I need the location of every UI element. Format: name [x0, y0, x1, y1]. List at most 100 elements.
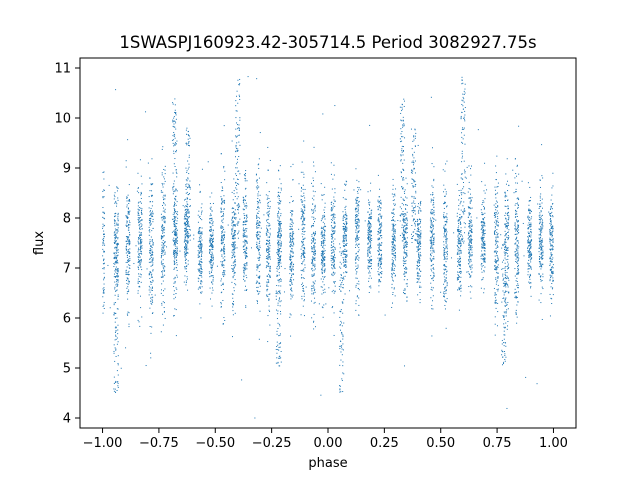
data-point: [185, 284, 187, 286]
data-point: [116, 275, 118, 277]
data-point: [290, 251, 292, 253]
data-point: [102, 240, 104, 242]
data-point: [459, 231, 461, 233]
data-point: [406, 253, 408, 255]
data-point: [333, 265, 335, 267]
data-point: [432, 225, 434, 227]
data-point: [456, 279, 458, 281]
data-point: [102, 288, 104, 290]
data-point: [431, 264, 433, 266]
data-point: [300, 256, 302, 258]
data-point: [290, 250, 292, 252]
data-point: [378, 232, 380, 234]
data-point: [468, 247, 470, 249]
data-point: [151, 158, 153, 160]
data-point: [184, 275, 186, 277]
data-point: [392, 302, 394, 304]
data-point: [289, 268, 291, 270]
data-point: [164, 218, 166, 220]
data-point: [470, 219, 472, 221]
data-point: [267, 265, 269, 267]
data-point: [445, 301, 447, 303]
data-point: [212, 237, 214, 239]
data-point: [332, 258, 334, 260]
data-point: [379, 207, 381, 209]
data-point: [174, 190, 176, 192]
data-point: [377, 273, 379, 275]
data-point: [198, 239, 200, 241]
data-point: [243, 248, 245, 250]
data-point: [303, 299, 305, 301]
data-point: [345, 230, 347, 232]
data-point: [197, 288, 199, 290]
data-point: [484, 240, 486, 242]
data-point: [257, 250, 259, 252]
data-point: [128, 291, 130, 293]
data-point: [149, 247, 151, 249]
data-point: [322, 276, 324, 278]
data-point: [330, 234, 332, 236]
data-point: [184, 229, 186, 231]
data-point: [231, 265, 233, 266]
data-point: [330, 258, 332, 260]
data-point: [149, 249, 151, 251]
data-point: [333, 243, 335, 245]
data-point: [149, 252, 151, 254]
data-point: [460, 177, 462, 179]
data-point: [433, 256, 435, 258]
data-point: [137, 237, 139, 239]
data-point: [430, 227, 432, 229]
data-point: [379, 224, 381, 226]
data-point: [291, 296, 293, 298]
data-point: [246, 255, 248, 257]
data-point: [200, 250, 202, 252]
data-point: [417, 224, 419, 226]
data-point: [469, 261, 471, 263]
data-point: [184, 253, 186, 255]
data-point: [127, 273, 129, 275]
data-point: [314, 206, 316, 208]
data-point: [371, 238, 373, 240]
data-point: [209, 207, 211, 209]
data-point: [458, 252, 460, 254]
data-point: [184, 247, 186, 249]
data-point: [186, 249, 187, 251]
data-point: [114, 273, 116, 275]
data-point: [280, 262, 282, 264]
data-point: [210, 237, 212, 239]
data-point: [313, 287, 315, 289]
data-point: [244, 229, 246, 231]
data-point: [161, 244, 163, 246]
data-point: [187, 216, 189, 218]
data-point: [379, 280, 381, 282]
data-point: [403, 191, 405, 193]
data-point: [471, 228, 473, 230]
data-point: [392, 272, 394, 274]
data-point: [304, 200, 306, 202]
data-point: [404, 249, 406, 251]
data-point: [222, 323, 224, 325]
data-point: [303, 212, 305, 214]
data-point: [446, 282, 448, 284]
data-point: [128, 312, 130, 314]
data-point: [140, 246, 142, 248]
data-point: [210, 281, 212, 283]
data-point: [244, 263, 246, 265]
data-point: [378, 252, 380, 254]
data-point: [469, 253, 471, 255]
data-point: [300, 248, 302, 250]
data-point: [394, 229, 396, 231]
data-point: [418, 252, 420, 254]
data-point: [312, 241, 314, 243]
data-point: [302, 200, 304, 202]
data-point: [314, 283, 316, 285]
data-point: [162, 259, 164, 261]
data-point: [321, 230, 323, 232]
data-point: [345, 219, 347, 221]
data-point: [210, 254, 212, 256]
data-point: [371, 263, 373, 265]
data-point: [405, 266, 407, 268]
data-point: [280, 265, 282, 267]
data-point: [355, 223, 357, 225]
data-point: [277, 233, 279, 235]
